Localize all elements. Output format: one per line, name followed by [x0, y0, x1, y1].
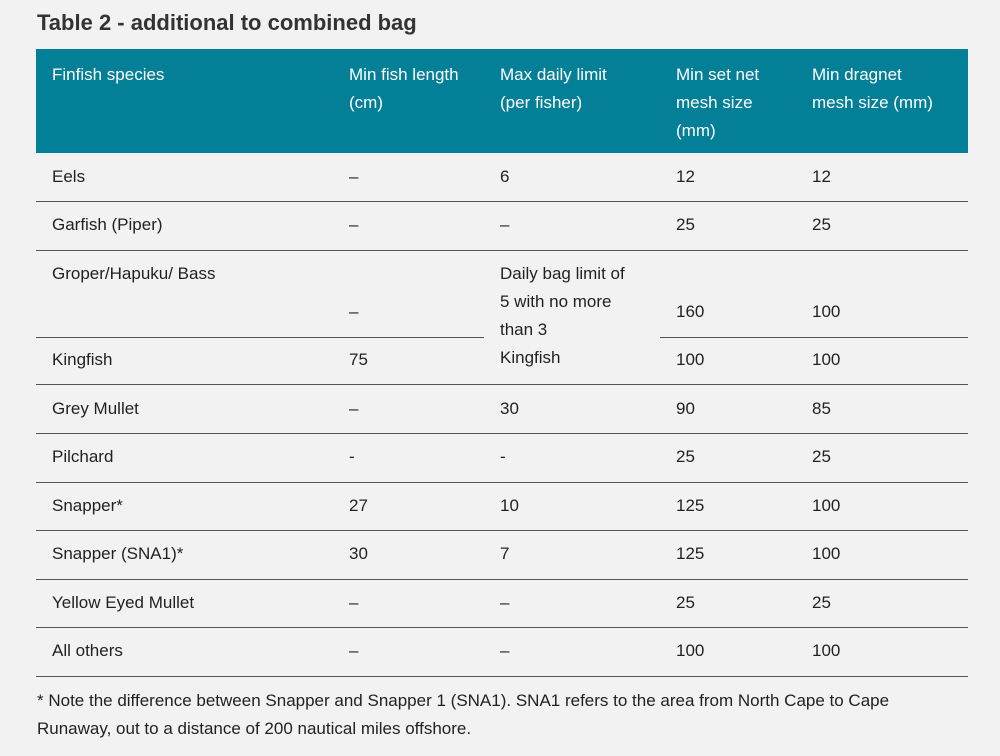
cell-dragnet: 100 — [812, 302, 841, 321]
row-divider — [36, 676, 968, 677]
cell-species: All others — [52, 641, 123, 660]
cell-max-daily: – — [500, 593, 510, 612]
header-finfish-species: Finfish species — [52, 65, 165, 84]
cell-dragnet: 12 — [812, 167, 831, 186]
cell-species: Snapper (SNA1)* — [52, 544, 184, 563]
header-min-dragnet-mesh: Min dragnet mesh size (mm) — [812, 65, 933, 112]
cell-species: Kingfish — [52, 350, 113, 369]
cell-max-daily: – — [500, 215, 510, 234]
row-divider — [36, 433, 968, 434]
cell-set-net: 160 — [676, 302, 705, 321]
cell-species: Pilchard — [52, 447, 114, 466]
row-divider — [660, 337, 968, 338]
row-divider — [36, 384, 968, 385]
cell-min-length: – — [349, 641, 359, 660]
cell-min-length: – — [349, 167, 359, 186]
header-min-set-net-mesh: Min set net mesh size (mm) — [676, 65, 760, 140]
cell-dragnet: 100 — [812, 544, 841, 563]
cell-min-length: 75 — [349, 350, 368, 369]
row-divider — [36, 337, 484, 338]
cell-species: Groper/Hapuku/ Bass — [52, 264, 216, 283]
cell-species: Grey Mullet — [52, 399, 139, 418]
cell-set-net: 25 — [676, 215, 695, 234]
cell-max-daily: 7 — [500, 544, 510, 563]
cell-min-length: 27 — [349, 496, 368, 515]
cell-dragnet: 85 — [812, 399, 831, 418]
cell-min-length: – — [349, 399, 359, 418]
cell-min-length: - — [349, 447, 355, 466]
header-max-daily-limit: Max daily limit (per fisher) — [500, 65, 607, 112]
cell-max-daily: 10 — [500, 496, 519, 515]
cell-dragnet: 100 — [812, 350, 841, 369]
row-divider — [36, 579, 968, 580]
row-divider — [36, 530, 968, 531]
cell-dragnet: 100 — [812, 641, 841, 660]
row-divider — [36, 250, 968, 251]
cell-min-length: 30 — [349, 544, 368, 563]
cell-max-daily: – — [500, 641, 510, 660]
cell-set-net: 25 — [676, 447, 695, 466]
cell-dragnet: 25 — [812, 447, 831, 466]
cell-dragnet: 25 — [812, 593, 831, 612]
cell-max-daily: 30 — [500, 399, 519, 418]
cell-set-net: 25 — [676, 593, 695, 612]
table-header: Finfish species Min fish length (cm) Max… — [36, 49, 968, 153]
cell-species: Eels — [52, 167, 86, 186]
cell-species: Snapper* — [52, 496, 123, 515]
cell-dragnet: 25 — [812, 215, 831, 234]
cell-min-length: – — [349, 302, 359, 321]
header-min-fish-length: Min fish length (cm) — [349, 65, 459, 112]
table-footnote: * Note the difference between Snapper an… — [37, 691, 890, 738]
cell-species: Yellow Eyed Mullet — [52, 593, 195, 612]
table-title: Table 2 - additional to combined bag — [37, 10, 417, 35]
cell-set-net: 100 — [676, 350, 705, 369]
cell-dragnet: 100 — [812, 496, 841, 515]
cell-set-net: 125 — [676, 544, 705, 563]
row-divider — [36, 482, 968, 483]
cell-set-net: 125 — [676, 496, 705, 515]
cell-min-length: – — [349, 593, 359, 612]
cell-max-daily: - — [500, 447, 506, 466]
cell-set-net: 12 — [676, 167, 695, 186]
row-divider — [36, 201, 968, 202]
cell-set-net: 100 — [676, 641, 705, 660]
cell-max-daily-merged: Daily bag limit of 5 with no more than 3… — [500, 264, 625, 367]
cell-species: Garfish (Piper) — [52, 215, 163, 234]
cell-set-net: 90 — [676, 399, 695, 418]
cell-max-daily: 6 — [500, 167, 510, 186]
row-divider — [36, 627, 968, 628]
cell-min-length: – — [349, 215, 359, 234]
